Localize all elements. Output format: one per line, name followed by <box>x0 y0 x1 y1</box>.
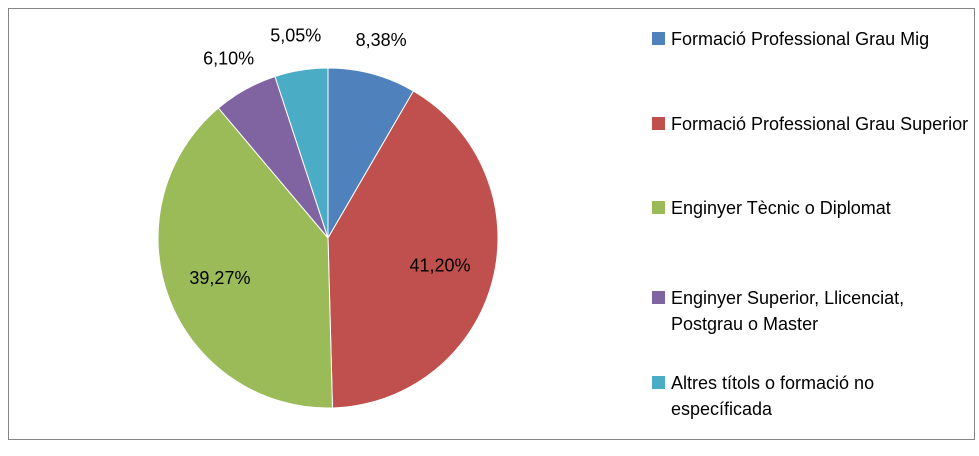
legend-label: Enginyer Tècnic o Diplomat <box>671 198 891 218</box>
legend-label: Altres títols o formació no específicada <box>671 373 875 419</box>
pie-slice <box>327 67 415 240</box>
legend-label: Formació Professional Grau Superior <box>671 114 969 134</box>
legend-item: Formació Professional Grau Mig <box>652 26 972 52</box>
pie-slice <box>274 67 329 239</box>
legend-item: Enginyer Superior, Llicenciat, Postgrau … <box>652 285 972 337</box>
legend-swatch <box>652 32 665 45</box>
legend-swatch <box>652 376 665 389</box>
legend-item: Enginyer Tècnic o Diplomat <box>652 195 972 221</box>
data-label: 39,27% <box>189 268 250 288</box>
data-label: 8,38% <box>356 30 407 50</box>
legend-swatch <box>652 201 665 214</box>
data-label: 5,05% <box>270 25 321 45</box>
legend-label: Formació Professional Grau Mig <box>671 29 930 49</box>
pie-slice <box>327 90 499 409</box>
legend-label: Enginyer Superior, Llicenciat, Postgrau … <box>671 288 905 334</box>
legend-swatch <box>652 117 665 130</box>
legend-item: Altres títols o formació no específicada <box>652 370 972 422</box>
legend-item: Formació Professional Grau Superior <box>652 111 972 137</box>
pie-slice <box>157 107 333 409</box>
legend-swatch <box>652 291 665 304</box>
data-label: 6,10% <box>203 49 254 69</box>
data-label: 41,20% <box>409 255 470 275</box>
